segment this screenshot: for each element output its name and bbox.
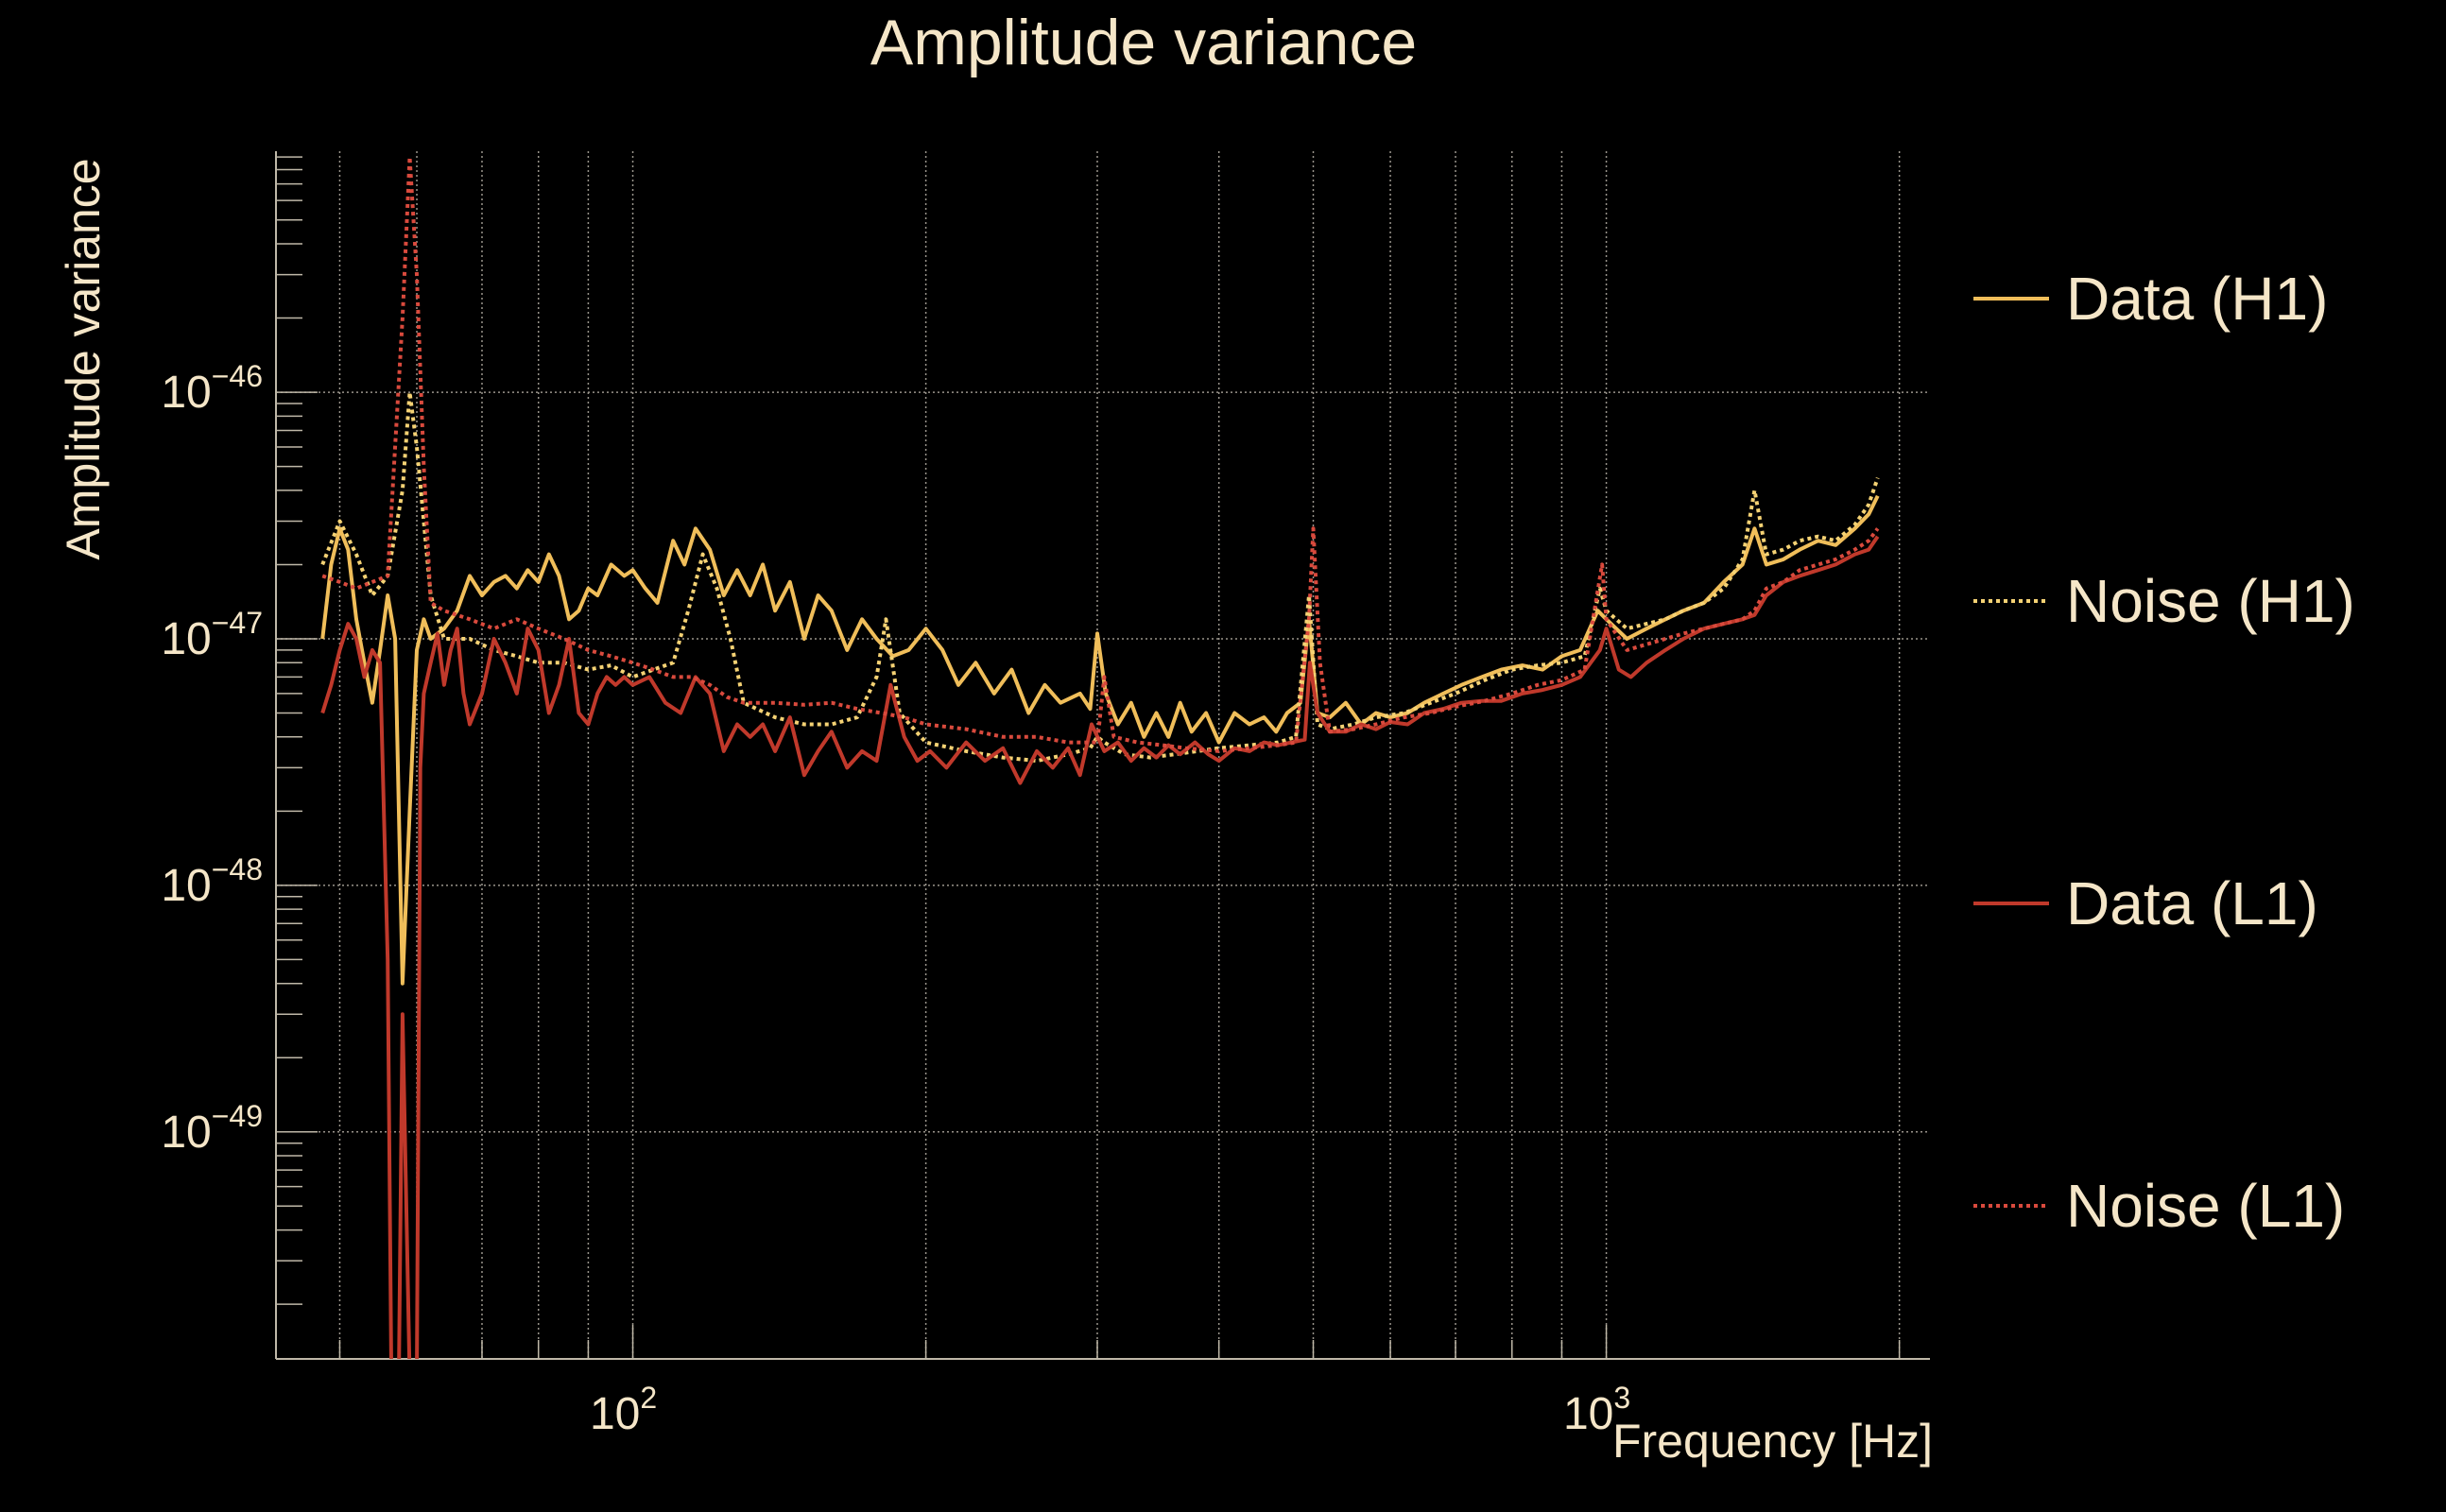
y-tick-label: 10−48: [161, 852, 263, 911]
legend: Data (H1) Noise (H1) Data (L1) Noise (L1): [1973, 265, 2355, 1240]
grid: [276, 151, 1930, 1359]
x-tick-label: 103: [1563, 1381, 1630, 1439]
y-tick-label-exponent: −49: [212, 1099, 263, 1133]
series-line-4: [321, 155, 1880, 753]
y-tick-label-base: 10: [161, 1108, 211, 1158]
x-tick-label-exponent: 3: [1613, 1381, 1630, 1415]
x-tick-label: 102: [590, 1381, 657, 1439]
y-tick-label: 10−49: [161, 1099, 263, 1158]
x-axis-label: Frequency [Hz]: [1612, 1415, 1933, 1468]
y-axis-label: Amplitude variance: [57, 158, 110, 559]
x-tick-label-base: 10: [1563, 1389, 1613, 1439]
y-tick-label-exponent: −46: [212, 359, 263, 393]
y-tick-label-exponent: −47: [212, 606, 263, 640]
chart-title: Amplitude variance: [870, 7, 1417, 78]
y-tick-label-base: 10: [161, 368, 211, 418]
plot-area: [320, 155, 1880, 1359]
series-line-3: [320, 535, 1880, 1359]
y-tick-label-base: 10: [161, 861, 211, 911]
y-tick-label-exponent: −48: [212, 852, 263, 886]
legend-label: Noise (H1): [2066, 567, 2355, 635]
legend-label: Data (L1): [2066, 869, 2318, 937]
x-tick-label-exponent: 2: [640, 1381, 657, 1415]
legend-label: Noise (L1): [2066, 1172, 2345, 1240]
series-line-1: [320, 494, 1880, 986]
legend-label: Data (H1): [2066, 265, 2328, 333]
y-tick-label-base: 10: [161, 614, 211, 664]
y-tick-label: 10−46: [161, 359, 263, 418]
y-tick-label: 10−47: [161, 606, 263, 664]
x-tick-label-base: 10: [590, 1389, 640, 1439]
